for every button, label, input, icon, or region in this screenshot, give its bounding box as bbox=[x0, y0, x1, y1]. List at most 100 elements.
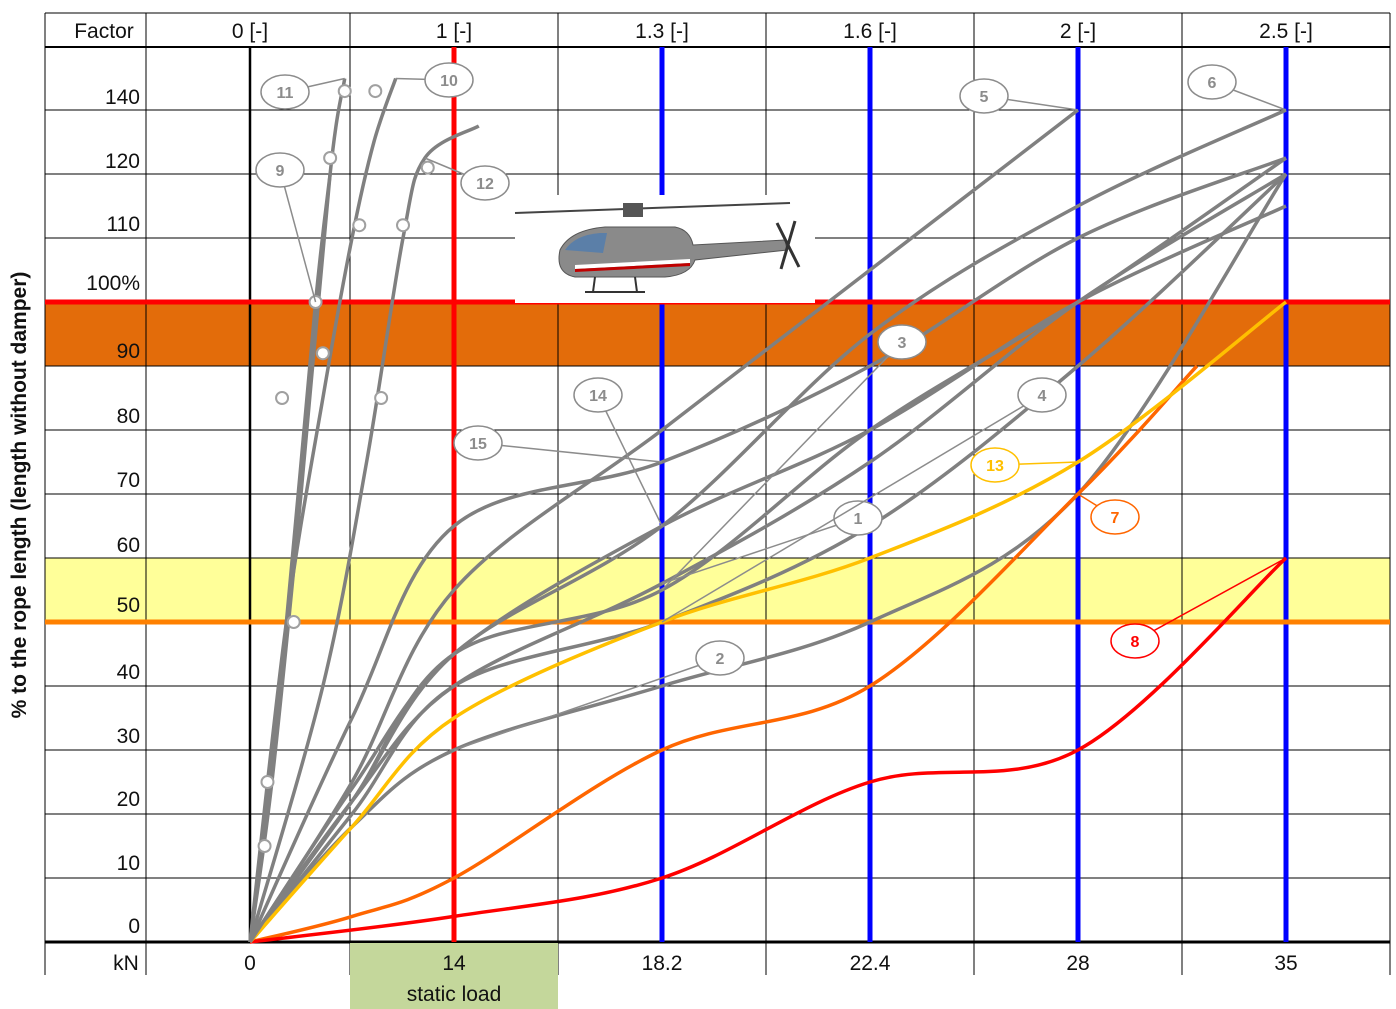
series-9-marker bbox=[315, 346, 330, 361]
y-tick-label: 40 bbox=[117, 661, 140, 684]
callout-6-bubble bbox=[1187, 64, 1237, 100]
callout-14-label: 14 bbox=[589, 388, 607, 405]
grid-layer bbox=[44, 12, 1391, 975]
callout-9-label: 9 bbox=[276, 163, 285, 180]
series-11-marker bbox=[275, 391, 290, 405]
callout-1-bubble bbox=[833, 500, 883, 536]
x-tick-label: 35 bbox=[1274, 952, 1297, 975]
series-8-line bbox=[249, 556, 1288, 944]
band-0 bbox=[45, 302, 1390, 366]
callout-10-bubble bbox=[424, 62, 474, 98]
callout-2-label: 2 bbox=[716, 651, 725, 668]
factor-labels: 0 [-] 1 [-] 1.3 [-] 1.6 [-] 2 [-] 2.5 [-] bbox=[232, 20, 1313, 43]
callout-2-pointer bbox=[453, 657, 721, 751]
callout-3-pointer bbox=[661, 341, 903, 591]
callout-8-pointer bbox=[1134, 557, 1287, 642]
callout-6-label: 6 bbox=[1208, 75, 1217, 92]
callout-12-bubble bbox=[460, 165, 510, 201]
y-tick-label: 80 bbox=[117, 405, 140, 428]
y-tick-label: 20 bbox=[117, 788, 140, 811]
markers-layer bbox=[257, 84, 435, 853]
x-tick-label: 0 bbox=[244, 952, 256, 975]
y-tick-label: 90 bbox=[117, 340, 140, 363]
bands-layer bbox=[45, 302, 1390, 622]
callout-1-label: 1 bbox=[854, 511, 863, 528]
factor-label: 1.6 [-] bbox=[843, 20, 897, 43]
x-unit-label: kN bbox=[113, 952, 139, 975]
series-12-line bbox=[248, 124, 480, 943]
factor-label: 0 [-] bbox=[232, 20, 268, 43]
series-14-line bbox=[248, 204, 1287, 943]
series-9-marker bbox=[286, 615, 301, 629]
factor-label: 2.5 [-] bbox=[1259, 20, 1313, 43]
series-11-line bbox=[248, 78, 347, 943]
factor-header-label: Factor bbox=[74, 20, 134, 43]
series-7-line bbox=[249, 364, 1199, 944]
callout-4-pointer bbox=[661, 394, 1043, 623]
callout-3-bubble bbox=[877, 324, 927, 360]
y-tick-label: 60 bbox=[117, 534, 140, 557]
static-load-box bbox=[350, 943, 558, 1009]
y-tick-label: 10 bbox=[117, 852, 140, 875]
y-tick-label: 140 bbox=[105, 86, 140, 109]
callout-8-bubble bbox=[1110, 623, 1160, 659]
static-load-tick: 14 bbox=[442, 952, 466, 975]
x-tick-label: 22.4 bbox=[850, 952, 891, 975]
x-tick-label: 18.2 bbox=[642, 952, 683, 975]
y-tick-label: 120 bbox=[105, 150, 140, 173]
series-11-marker bbox=[323, 151, 338, 165]
callout-9-bubble bbox=[255, 152, 305, 188]
band-1 bbox=[45, 558, 1390, 622]
callout-4-bubble bbox=[1017, 377, 1067, 413]
callout-15-pointer bbox=[477, 442, 663, 463]
x-tick-label: 28 bbox=[1066, 952, 1089, 975]
series-10-line bbox=[248, 77, 398, 943]
series-12-marker bbox=[396, 218, 410, 233]
callout-8-label: 8 bbox=[1131, 634, 1140, 651]
callout-5-label: 5 bbox=[980, 89, 989, 106]
series-6-line bbox=[248, 108, 1287, 944]
y-tick-label: 0 bbox=[128, 915, 140, 938]
callout-9-pointer bbox=[279, 169, 317, 303]
callout-15-label: 15 bbox=[469, 436, 487, 453]
series-12-marker bbox=[374, 391, 389, 405]
callout-12-label: 12 bbox=[476, 176, 494, 193]
series-10-marker bbox=[368, 84, 383, 99]
factor-label: 1 [-] bbox=[436, 20, 472, 43]
y-tick-label: 100% bbox=[86, 272, 140, 295]
callout-14-bubble bbox=[573, 377, 623, 413]
y-tick-labels: 0 10 20 30 40 50 60 70 80 90 100% 110 120 140 bbox=[86, 86, 140, 938]
callout-7-bubble bbox=[1090, 499, 1140, 535]
series-5-line bbox=[248, 108, 1080, 943]
series-13-line bbox=[248, 300, 1288, 944]
factor-label: 1.3 [-] bbox=[635, 20, 689, 43]
y-tick-label: 30 bbox=[117, 725, 140, 748]
callout-7-label: 7 bbox=[1111, 510, 1120, 527]
helicopter-icon bbox=[514, 195, 815, 303]
callout-13-label: 13 bbox=[986, 458, 1004, 475]
callout-3-label: 3 bbox=[898, 335, 907, 352]
series-9-marker bbox=[257, 839, 272, 853]
series-9-marker bbox=[260, 775, 275, 789]
y-tick-label: 70 bbox=[117, 469, 140, 492]
series-12-marker bbox=[420, 160, 435, 175]
callout-4-label: 4 bbox=[1038, 388, 1047, 405]
callout-10-label: 10 bbox=[440, 73, 458, 90]
callout-15-bubble bbox=[453, 425, 503, 461]
callout-1-pointer bbox=[661, 517, 859, 585]
callout-5-bubble bbox=[959, 78, 1009, 114]
callout-2-bubble bbox=[695, 640, 745, 676]
factor-label: 2 [-] bbox=[1060, 20, 1096, 43]
x-tick-labels: 0 18.2 22.4 28 35 bbox=[244, 952, 1298, 975]
callout-13-bubble bbox=[970, 447, 1020, 483]
callout-14-pointer bbox=[597, 394, 663, 527]
static-load-label: static load bbox=[407, 983, 502, 1006]
series-11-marker bbox=[337, 84, 352, 99]
y-axis-label: % to the rope length (length without dam… bbox=[8, 272, 31, 719]
callout-11-label: 11 bbox=[277, 85, 294, 102]
y-tick-label: 110 bbox=[107, 213, 140, 236]
series-10-marker bbox=[352, 218, 367, 233]
callout-11-bubble bbox=[260, 74, 310, 110]
